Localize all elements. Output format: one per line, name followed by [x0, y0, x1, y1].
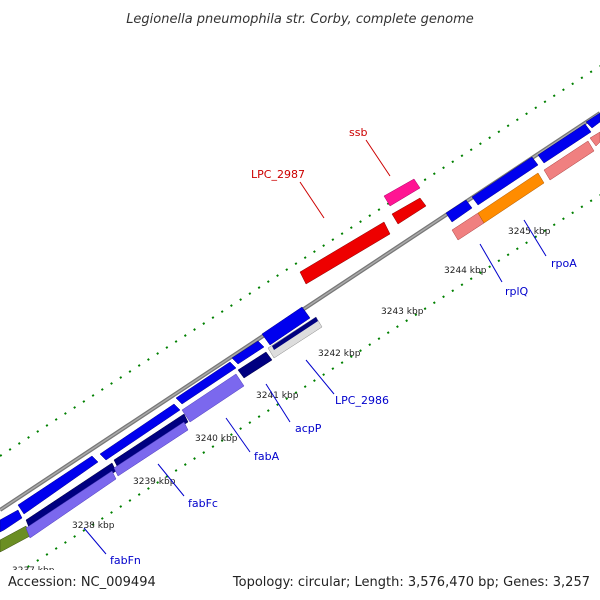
gene-label-group: ssb LPC_2987 rpoA rplQ LPC_2986 acpP fab…	[83, 126, 577, 567]
outer-tick-ring	[0, 65, 600, 457]
gene-olive	[0, 525, 31, 553]
gene-block	[471, 156, 539, 206]
gene-lpc2986-dark	[272, 317, 318, 350]
label-rpoA: rpoA	[551, 257, 577, 270]
summary-text: Topology: circular; Length: 3,576,470 bp…	[232, 575, 590, 590]
tick-labels: 3237 kbp 3238 kbp 3239 kbp 3240 kbp 3241…	[12, 227, 551, 576]
forward-colored	[299, 178, 427, 285]
gene-fabFn-lite	[25, 470, 117, 539]
tick-label: 3245 kbp	[508, 227, 551, 237]
gene-block	[99, 403, 181, 461]
accession-text: Accession: NC_009494	[8, 575, 156, 590]
tick-label: 3238 kbp	[72, 521, 115, 531]
footer-background	[0, 570, 600, 600]
gene-block	[585, 112, 600, 129]
gene-block	[445, 199, 473, 223]
label-rplQ: rplQ	[505, 285, 529, 298]
tick-label: 3244 kbp	[444, 266, 487, 276]
gene-block	[537, 123, 592, 164]
tick-label: 3241 kbp	[256, 391, 299, 401]
label-acpP: acpP	[295, 422, 322, 435]
tick-label: 3243 kbp	[381, 307, 424, 317]
gene-salmon-3	[589, 131, 600, 147]
gene-block	[17, 455, 99, 515]
map-title: Legionella pneumophila str. Corby, compl…	[126, 12, 474, 27]
gene-block	[231, 340, 265, 365]
gene-block	[0, 509, 23, 533]
gene-salmon-2	[543, 140, 595, 181]
label-fabFc: fabFc	[188, 497, 218, 510]
forward-strand	[0, 112, 600, 533]
reverse-strand	[0, 131, 600, 553]
gene-acpP	[237, 351, 273, 379]
tick-label: 3240 kbp	[195, 434, 238, 444]
gene-block	[175, 361, 237, 405]
label-lpc2986: LPC_2986	[335, 394, 389, 407]
label-fabA: fabA	[254, 450, 280, 463]
gene-fabFc	[113, 413, 189, 469]
gene-lpc2987	[299, 221, 391, 285]
gene-fabA	[181, 373, 245, 423]
label-ssb: ssb	[349, 126, 367, 139]
tick-label: 3239 kbp	[133, 477, 176, 487]
gene-fabFc-lite	[113, 421, 189, 477]
label-fabFn: fabFn	[110, 554, 141, 567]
gene-block	[261, 306, 311, 346]
label-lpc2987: LPC_2987	[251, 168, 305, 181]
tick-label: 3242 kbp	[318, 349, 361, 359]
gene-rpoA	[477, 172, 545, 224]
gene-ssb	[383, 178, 421, 207]
gene-lpc2987-small	[391, 197, 427, 225]
